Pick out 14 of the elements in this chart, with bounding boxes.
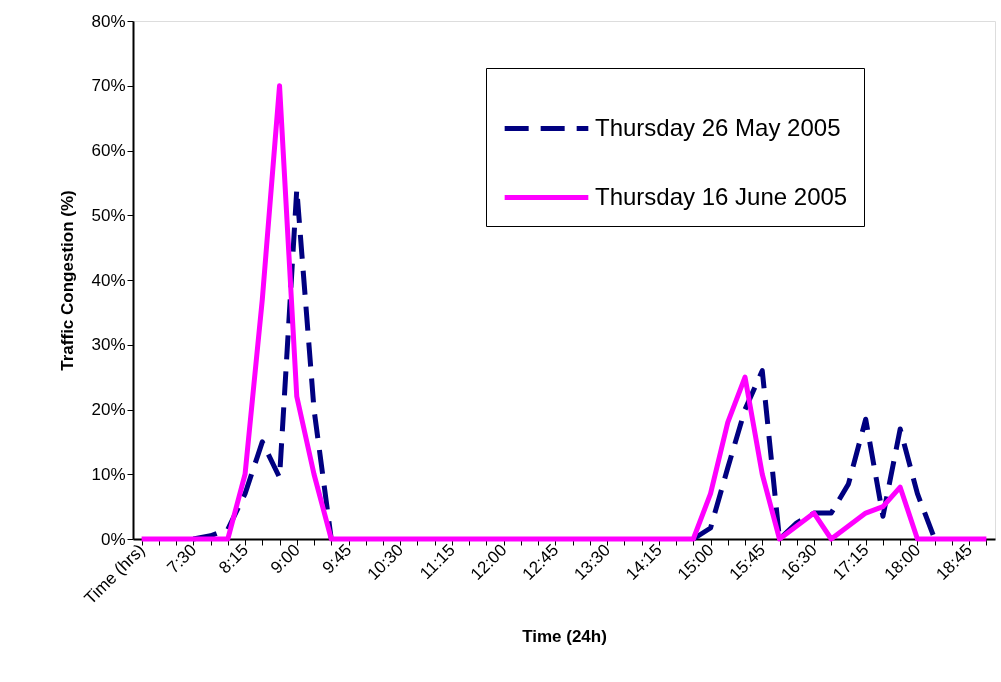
y-tick-label: 0% [100,529,126,549]
y-tick-label: 60% [91,141,126,160]
x-axis-title: Time (24h) [522,627,607,647]
y-tick-label: 10% [91,464,126,484]
y-tick-label: 30% [91,335,126,355]
y-tick-label: 50% [91,205,126,225]
y-tick-label: 70% [91,76,126,96]
y-tick-label: 80% [91,11,126,31]
y-axis-title: Traffic Congestion (%) [58,190,78,371]
x-tick-label: 7:30 [163,540,201,578]
y-tick-label: 20% [91,400,126,419]
y-tick-label: 40% [91,270,126,290]
legend-label: Thursday 16 June 2005 [595,182,848,210]
legend-label: Thursday 26 May 2005 [595,113,841,141]
